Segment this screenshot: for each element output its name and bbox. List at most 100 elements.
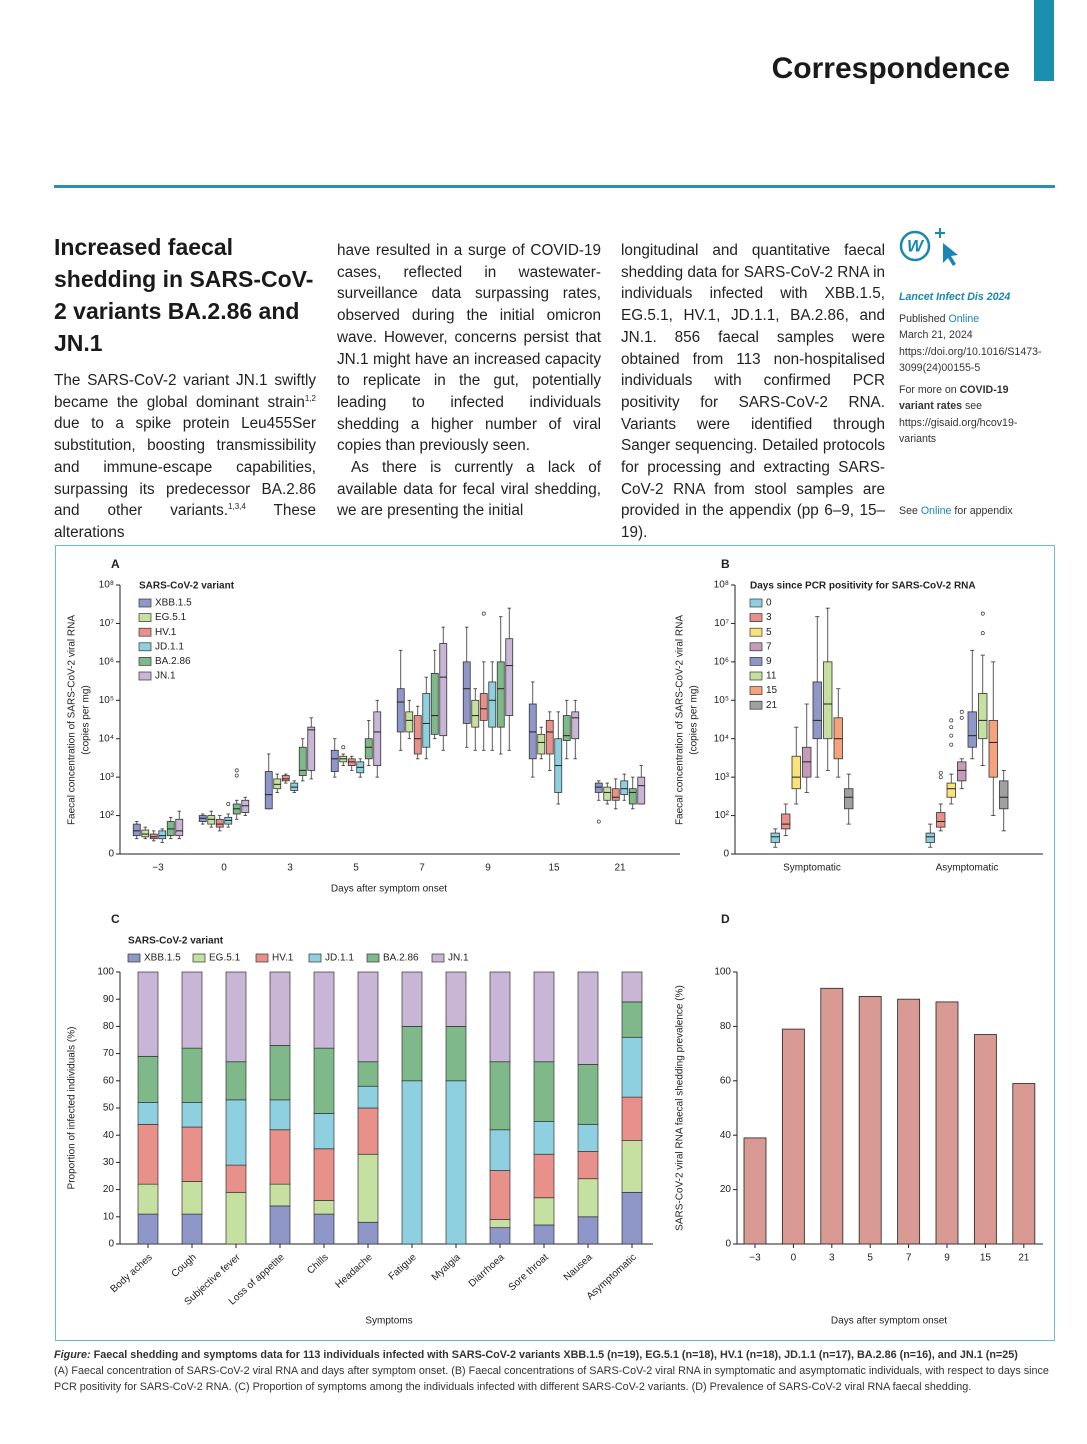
- y-tick-label: 10: [103, 1211, 115, 1222]
- bar-segment: [533, 1121, 555, 1155]
- legend-label: JN.1: [448, 953, 469, 964]
- box: [770, 832, 780, 843]
- x-axis-title: Days after symptom onset: [831, 1316, 947, 1327]
- box: [791, 755, 801, 790]
- x-tick-label: Symptomatic: [783, 863, 841, 874]
- outlier: [234, 768, 239, 773]
- y-axis-title: Proportion of infected individuals (%): [67, 1027, 78, 1190]
- legend-swatch: [138, 671, 152, 681]
- box: [537, 733, 546, 755]
- x-tick-label: Nausea: [562, 1252, 595, 1284]
- legend-swatch: [749, 598, 763, 608]
- journal-citation[interactable]: Lancet Infect Dis 2024: [899, 291, 1011, 303]
- outlier: [959, 715, 964, 720]
- online-first-icon: W: [899, 228, 958, 266]
- box: [528, 703, 537, 760]
- bar-segment: [269, 1129, 291, 1185]
- box: [957, 761, 967, 782]
- x-tick-label: Fatigue: [387, 1252, 419, 1283]
- legend-label: 5: [766, 627, 772, 638]
- text: For more on: [899, 383, 957, 396]
- outlier: [959, 709, 964, 714]
- y-tick-label: 10⁴: [99, 733, 114, 744]
- body-column: longitudinal and quantitative faecal she…: [621, 240, 885, 544]
- box: [241, 799, 250, 813]
- legend-swatch: [749, 686, 763, 695]
- y-tick-label: 80: [103, 1021, 115, 1032]
- legend-swatch: [255, 953, 269, 963]
- link[interactable]: COVID-19 variant rates: [899, 383, 1009, 413]
- legend-label: JN.1: [155, 671, 176, 682]
- bar-segment: [401, 971, 423, 1027]
- legend-swatch: [138, 657, 152, 666]
- bar-segment: [225, 971, 247, 1063]
- y-tick-label: 100: [714, 967, 731, 978]
- bar-segment: [225, 1164, 247, 1193]
- section-heading: Correspondence: [771, 52, 1010, 85]
- bar-segment: [533, 971, 555, 1063]
- section-tab: [1034, 0, 1054, 81]
- box: [611, 788, 620, 801]
- doi[interactable]: https://doi.org/10.1016/S1473-3099(24)00…: [899, 345, 1042, 375]
- bar-segment: [445, 1026, 467, 1082]
- bar-segment: [577, 1216, 599, 1245]
- bar-segment: [489, 1219, 511, 1229]
- box: [396, 688, 405, 733]
- caption-title: Faecal shedding and symptoms data for 11…: [93, 1349, 1018, 1361]
- legend-swatch: [192, 953, 206, 963]
- bar: [1012, 1083, 1036, 1245]
- text: See: [899, 505, 918, 517]
- bar-segment: [489, 1227, 511, 1245]
- y-tick-label: 70: [103, 1048, 115, 1059]
- box: [488, 681, 497, 728]
- bar-segment: [137, 1102, 159, 1125]
- legend-label: HV.1: [155, 627, 177, 638]
- y-tick-label: 40: [103, 1130, 115, 1141]
- box: [141, 829, 150, 838]
- text: The SARS-CoV-2 variant JN.1 swiftly beca…: [54, 372, 316, 411]
- x-tick-label: Body aches: [109, 1252, 155, 1295]
- x-tick-label: 9: [485, 863, 491, 874]
- legend-label: JD.1.1: [155, 641, 184, 652]
- y-axis-title: SARS-CoV-2 viral RNA faecal shedding pre…: [675, 985, 686, 1231]
- y-tick-label: 10⁷: [99, 618, 114, 629]
- legend-label: XBB.1.5: [155, 598, 192, 609]
- y-axis-title: Faecal concentration of SARS-CoV-2 viral…: [675, 615, 686, 825]
- bar-segment: [269, 1045, 291, 1101]
- x-tick-label: 5: [353, 863, 359, 874]
- box: [545, 719, 554, 755]
- legend-label: XBB.1.5: [144, 953, 181, 964]
- box: [462, 661, 471, 724]
- box: [988, 719, 998, 778]
- bar-segment: [137, 1183, 159, 1215]
- x-axis-title: Symptoms: [365, 1316, 412, 1327]
- text: Published: [899, 312, 946, 325]
- box: [273, 778, 282, 790]
- published-line: Published Online: [899, 311, 1045, 328]
- outlier: [938, 775, 943, 780]
- sidebar: Lancet Infect Dis 2024 Published Online …: [899, 289, 1045, 448]
- y-axis-title: Faecal concentration of SARS-CoV-2 viral…: [67, 615, 78, 825]
- bar-segment: [533, 1224, 555, 1245]
- box: [823, 661, 833, 740]
- link[interactable]: Online: [948, 312, 980, 325]
- box: [978, 693, 988, 740]
- outlier: [949, 725, 954, 730]
- bar-segment: [225, 1099, 247, 1166]
- x-tick-label: 5: [867, 1253, 873, 1264]
- bar: [820, 987, 844, 1245]
- bar: [935, 1001, 959, 1245]
- box: [439, 643, 448, 737]
- reference: 1,2: [304, 393, 316, 403]
- bar-segment: [357, 1085, 379, 1109]
- box: [422, 693, 431, 748]
- y-tick-label: 10⁷: [714, 618, 729, 629]
- appendix-note: See Online for appendix: [899, 505, 1013, 517]
- legend-label: 15: [766, 685, 778, 696]
- y-tick-label: 10⁶: [99, 656, 114, 667]
- link[interactable]: Online: [920, 505, 952, 517]
- legend-label: BA.2.86: [383, 953, 419, 964]
- bar-segment: [445, 971, 467, 1027]
- bar-segment: [357, 1107, 379, 1155]
